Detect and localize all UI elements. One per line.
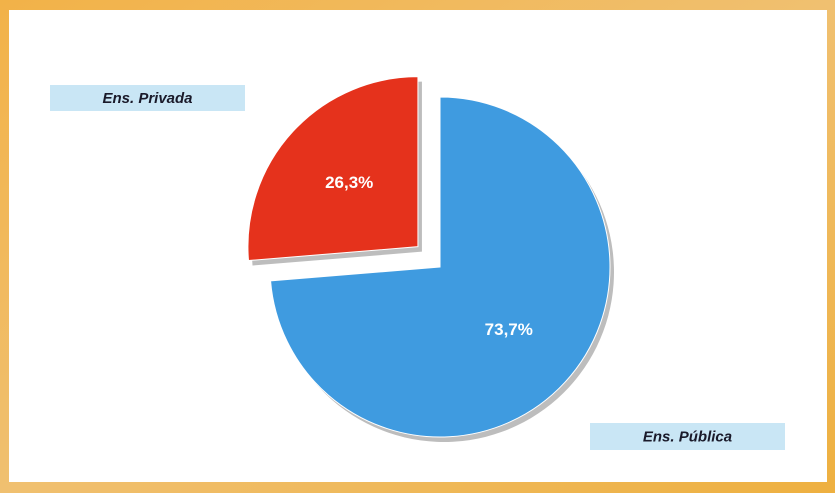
slice (247, 76, 419, 262)
value-label: 73,7% (485, 320, 533, 339)
slice (270, 96, 611, 438)
category-label: Ens. Pública (643, 428, 732, 445)
label-box (50, 85, 245, 111)
value-label: 26,3% (325, 173, 373, 192)
label-box (590, 423, 785, 450)
category-label: Ens. Privada (102, 90, 192, 107)
